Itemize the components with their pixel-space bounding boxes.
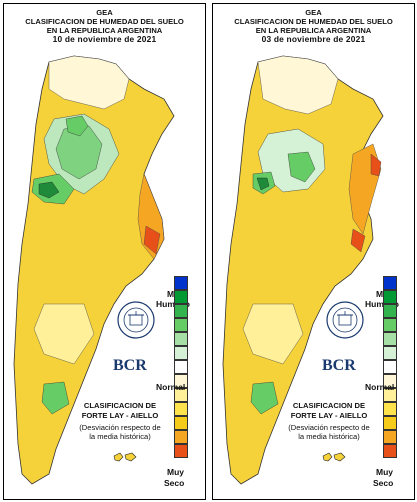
soil-moisture-map-panel-left: GEA CLASIFICACION DE HUMEDAD DEL SUELO E… [3, 3, 206, 500]
method-line-1: CLASIFICACION DE [83, 401, 157, 410]
method-line-1: CLASIFICACION DE [292, 401, 366, 410]
legend-label-humedo: Humedo [156, 299, 190, 309]
legend-color-scale [383, 276, 397, 458]
legend-swatch [383, 402, 397, 416]
method-line-4: la media histórica) [89, 432, 151, 441]
legend-swatch [383, 444, 397, 458]
legend-swatch [383, 276, 397, 290]
legend-label-muy-bottom: Muy [376, 467, 393, 477]
legend-swatch [174, 416, 188, 430]
legend-swatch [174, 290, 188, 304]
malvinas-islands-icon [113, 452, 137, 462]
legend-swatch [383, 416, 397, 430]
title-line-1: GEA [96, 8, 113, 17]
legend-swatch [174, 374, 188, 388]
legend-swatch [174, 402, 188, 416]
legend-swatch [383, 346, 397, 360]
legend-swatch [174, 276, 188, 290]
title-line-3: EN LA REPUBLICA ARGENTINA [46, 26, 163, 35]
argentina-map-left [13, 55, 175, 485]
map-title-left: GEA CLASIFICACION DE HUMEDAD DEL SUELO E… [4, 8, 205, 44]
method-line-3: (Desviación respecto de [288, 423, 370, 432]
legend-swatch [383, 304, 397, 318]
legend-swatch [383, 360, 397, 374]
legend-swatch [174, 444, 188, 458]
title-line-2: CLASIFICACION DE HUMEDAD DEL SUELO [234, 17, 393, 26]
map-date: 10 de noviembre de 2021 [52, 34, 157, 44]
legend-label-normal: Normal [156, 382, 186, 392]
legend-swatch [174, 360, 188, 374]
method-line-2: FORTE LAY - AIELLO [290, 411, 368, 420]
legend-color-scale [174, 276, 188, 458]
title-line-2: CLASIFICACION DE HUMEDAD DEL SUELO [25, 17, 184, 26]
legend-label-normal: Normal [365, 382, 395, 392]
legend-swatch [383, 430, 397, 444]
legend-swatch [174, 388, 188, 402]
legend-swatch [174, 346, 188, 360]
map-title-right: GEA CLASIFICACION DE HUMEDAD DEL SUELO E… [213, 8, 414, 44]
legend-label-muy-bottom: Muy [167, 467, 184, 477]
malvinas-islands-icon [322, 452, 346, 462]
legend-swatch [383, 290, 397, 304]
legend-swatch [174, 430, 188, 444]
legend-swatch [174, 304, 188, 318]
bcr-logo-text: BCR [113, 357, 147, 374]
legend-swatch [174, 332, 188, 346]
legend-swatch [383, 318, 397, 332]
method-line-3: (Desviación respecto de [79, 423, 161, 432]
legend-swatch [383, 332, 397, 346]
legend-swatch [383, 374, 397, 388]
bcr-seal-icon [117, 301, 155, 339]
soil-moisture-map-panel-right: GEA CLASIFICACION DE HUMEDAD DEL SUELO E… [212, 3, 415, 500]
legend-swatch [383, 388, 397, 402]
map-date: 03 de noviembre de 2021 [261, 34, 366, 44]
method-line-2: FORTE LAY - AIELLO [81, 411, 159, 420]
title-line-1: GEA [305, 8, 322, 17]
legend-label-humedo: Humedo [365, 299, 399, 309]
bcr-logo-text: BCR [322, 357, 356, 374]
legend-label-seco: Seco [373, 478, 394, 488]
bcr-seal-icon [326, 301, 364, 339]
title-line-3: EN LA REPUBLICA ARGENTINA [255, 26, 372, 35]
argentina-map-right [222, 55, 384, 485]
legend-swatch [174, 318, 188, 332]
legend-label-seco: Seco [164, 478, 185, 488]
method-line-4: la media histórica) [298, 432, 360, 441]
